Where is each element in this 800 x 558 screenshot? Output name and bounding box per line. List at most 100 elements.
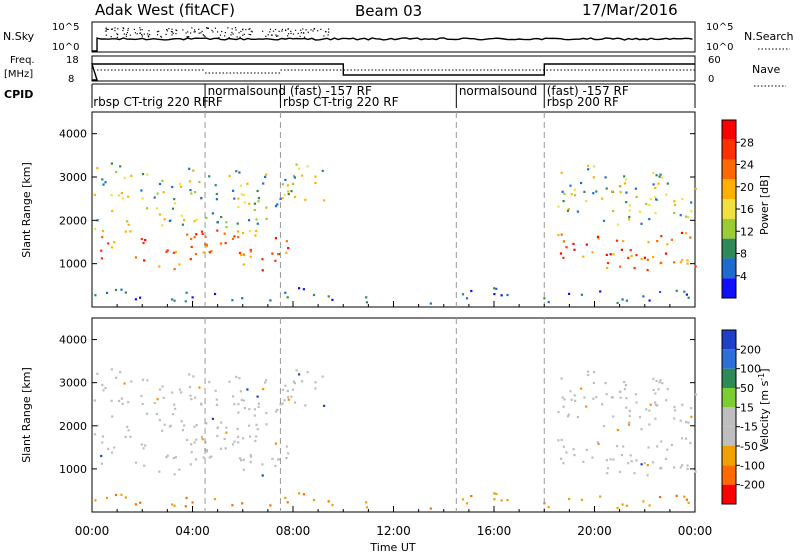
velocity-cell — [365, 501, 368, 504]
scan-boundaries — [204, 112, 545, 512]
nsearch-point — [272, 30, 275, 32]
power-cell — [495, 287, 498, 290]
velocity-cell — [609, 458, 612, 461]
power-cell — [265, 206, 268, 209]
power-cell — [629, 249, 632, 252]
velocity-cell — [580, 387, 583, 390]
power-cell — [625, 201, 628, 204]
velocity-cell — [173, 403, 176, 406]
nsearch-point — [136, 33, 138, 35]
nsearch-point — [317, 30, 319, 32]
velocity-cell — [638, 416, 642, 419]
velocity-colorbar-label-exp: -1 — [757, 373, 766, 381]
velocity-cell — [195, 423, 198, 427]
power-cell — [243, 201, 246, 204]
power-cell — [96, 167, 99, 170]
velocity-cell — [257, 402, 260, 405]
velocity-cell — [101, 441, 104, 444]
nsearch-point — [105, 30, 107, 32]
nsearch-point — [295, 29, 297, 31]
power-cell — [287, 190, 290, 193]
velocity-cell — [129, 435, 132, 438]
x-tick-label: 16:00 — [477, 524, 512, 538]
velocity-cell — [265, 423, 268, 426]
colorbar-swatch — [722, 407, 736, 427]
power-cell — [365, 296, 368, 299]
power-cell — [200, 230, 203, 233]
velocity-cell — [216, 426, 219, 429]
power-cell — [609, 253, 612, 256]
power-cell — [127, 195, 130, 198]
power-cell — [619, 265, 622, 268]
velocity-cell — [274, 410, 278, 413]
velocity-cell — [686, 464, 689, 467]
power-cell — [461, 293, 465, 296]
velocity-cell — [654, 401, 657, 404]
y-tick-label: 1000 — [59, 463, 87, 476]
power-cell — [223, 232, 226, 235]
power-cell — [242, 231, 245, 235]
nsearch-point — [140, 32, 142, 34]
power-cell — [658, 175, 661, 178]
freq-tick-bottom: 8 — [68, 74, 74, 85]
velocity-cell — [173, 473, 176, 476]
velocity-cell — [119, 371, 122, 374]
power-cell — [105, 291, 109, 294]
velocity-cell — [238, 457, 242, 460]
colorbar-swatch — [722, 278, 736, 298]
nave-tick-bottom: 0 — [708, 74, 714, 85]
velocity-panel-frame — [91, 317, 696, 513]
velocity-cell — [284, 384, 287, 387]
velocity-cell — [628, 414, 631, 418]
nsky-tick-bottom: 10^0 — [52, 42, 79, 53]
power-cell — [161, 179, 164, 182]
velocity-cell — [172, 457, 175, 460]
power-cell — [171, 185, 174, 189]
velocity-cell — [186, 438, 189, 442]
power-cell — [242, 253, 245, 256]
colorbar-tick-label: 100 — [740, 363, 761, 376]
power-cell — [557, 233, 560, 237]
power-cell — [664, 252, 668, 255]
velocity-cell — [659, 496, 662, 499]
power-cell — [124, 230, 127, 233]
power-cell — [681, 259, 684, 262]
nsearch-point — [114, 27, 116, 29]
power-cell — [654, 212, 657, 215]
x-axis-label: Time UT — [369, 541, 415, 554]
velocity-cell — [214, 389, 217, 392]
velocity-cell — [158, 418, 161, 422]
velocity-cell — [323, 404, 326, 407]
velocity-cell — [593, 371, 596, 374]
power-cell — [233, 197, 236, 200]
power-cell — [142, 241, 145, 245]
velocity-cell — [292, 380, 295, 383]
nsearch-point — [325, 31, 327, 33]
nsearch-point — [134, 32, 136, 34]
power-y-ticks: 1000 2000 3000 4000 — [59, 128, 695, 271]
nsearch-point — [117, 28, 119, 30]
velocity-cell — [569, 390, 572, 393]
velocity-cell — [591, 456, 594, 459]
power-cell — [141, 173, 145, 176]
velocity-cell — [174, 407, 177, 410]
velocity-cell — [237, 403, 240, 406]
nsearch-point — [166, 29, 168, 31]
velocity-cell — [587, 373, 590, 377]
power-cell — [253, 208, 256, 212]
velocity-cell — [277, 458, 280, 461]
velocity-cell — [690, 407, 693, 410]
velocity-cell — [188, 373, 191, 376]
nsearch-point — [217, 31, 219, 33]
nsearch-point — [204, 35, 206, 37]
velocity-cell — [687, 421, 690, 424]
velocity-cell — [665, 399, 668, 402]
velocity-cell — [623, 381, 626, 384]
velocity-cell — [687, 501, 690, 504]
nsearch-point — [323, 35, 325, 37]
nsearch-point — [224, 32, 226, 34]
power-cell — [287, 247, 290, 250]
power-cell — [242, 193, 245, 197]
power-cell — [620, 248, 623, 251]
power-cell — [192, 169, 195, 172]
